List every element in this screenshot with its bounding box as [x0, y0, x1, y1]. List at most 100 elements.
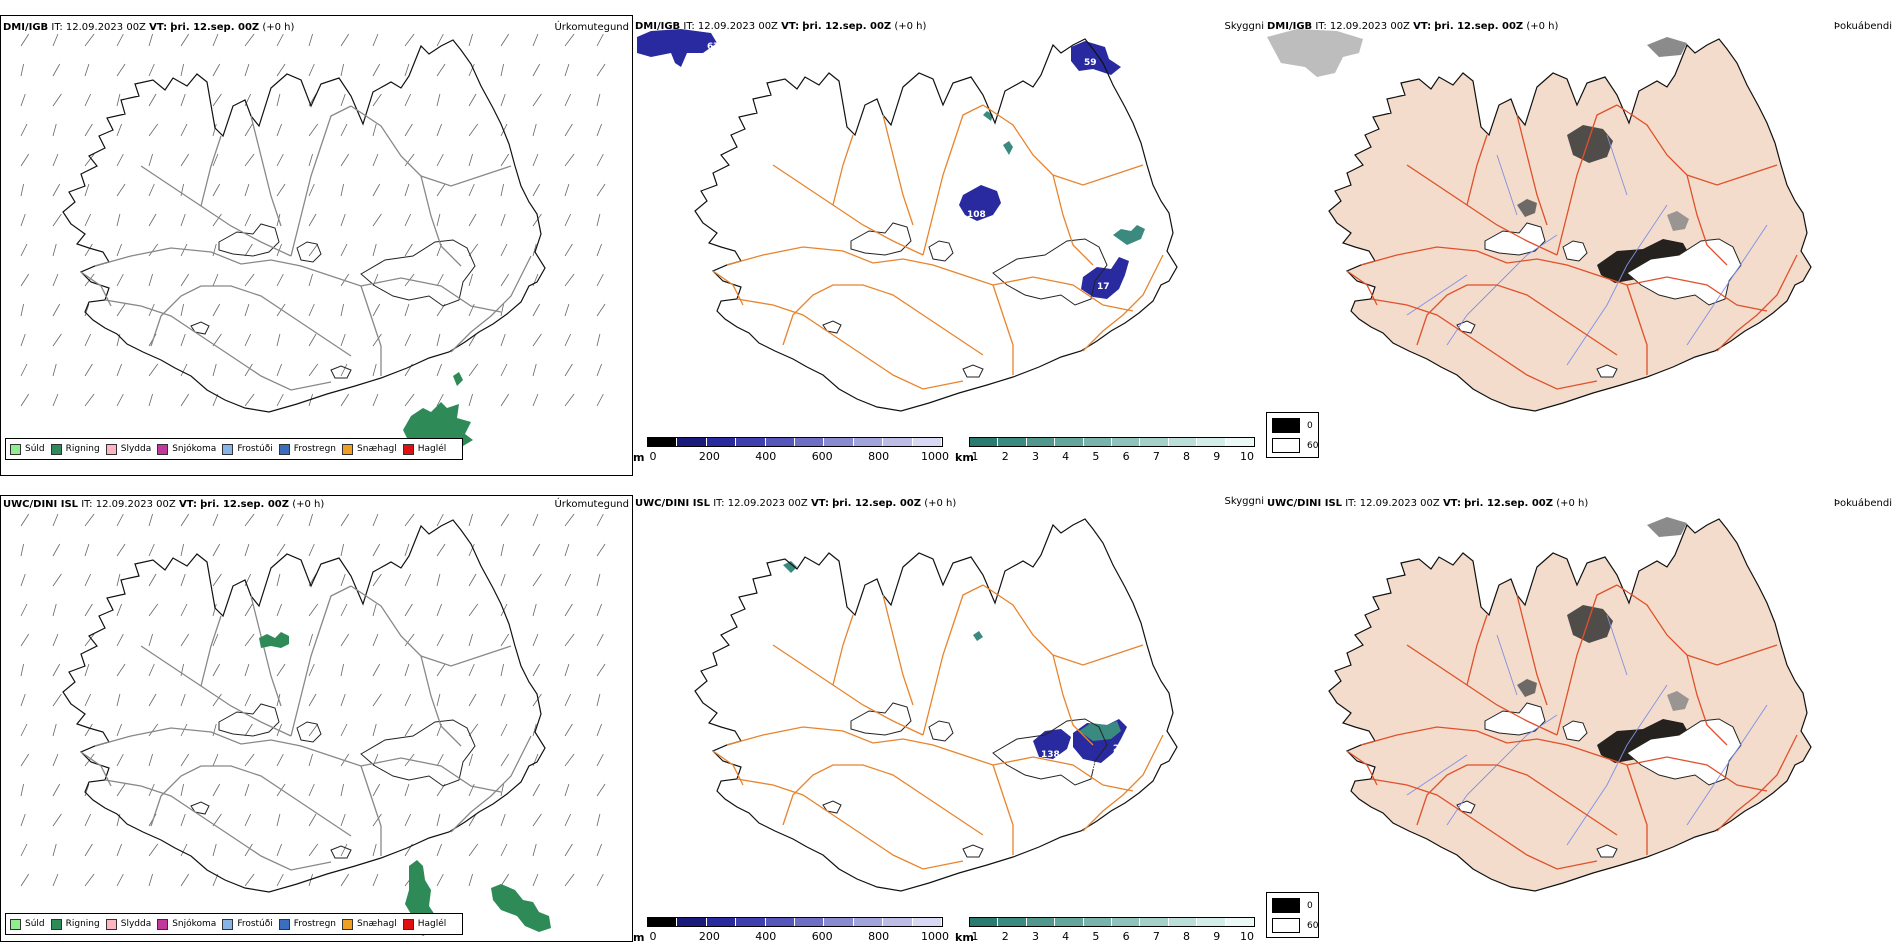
wind-barb — [372, 93, 382, 107]
legend-label: Frostregn — [293, 444, 337, 454]
wind-barb — [468, 753, 473, 767]
wind-barb — [212, 693, 222, 707]
wind-barb — [436, 633, 444, 647]
wind-barb — [180, 783, 184, 797]
legend-label: 60 — [1307, 440, 1319, 451]
wind-barb — [596, 543, 606, 557]
wind-barb — [436, 603, 442, 617]
wind-barb — [372, 783, 381, 797]
glacier-outline — [190, 321, 210, 335]
road — [1466, 614, 1488, 686]
wind-barb — [500, 783, 504, 797]
wind-barb — [372, 633, 379, 647]
colorbar-cell — [1225, 438, 1255, 446]
glacier-outline — [992, 238, 1108, 306]
colorbar-cell — [883, 918, 913, 926]
wind-barb — [116, 873, 124, 887]
wind-barb — [468, 153, 473, 167]
colorbar-cell — [1055, 438, 1084, 446]
fog-map-bottom — [1328, 517, 1812, 892]
wind-barb — [532, 393, 539, 407]
wind-barb — [340, 543, 344, 557]
wind-barb — [564, 723, 573, 737]
wind-barb — [372, 723, 377, 737]
wind-barb — [372, 243, 377, 257]
precip-legend-item: Frostregn — [278, 918, 336, 930]
wind-barb — [180, 183, 184, 197]
wind-barb — [84, 873, 95, 887]
wind-barb — [596, 693, 601, 707]
wind-barbs — [20, 513, 606, 887]
wind-barb — [468, 93, 477, 107]
wind-barb — [372, 303, 381, 317]
road — [1416, 284, 1618, 356]
wind-barb — [372, 513, 379, 527]
wind-barb — [340, 63, 344, 77]
glacier-outline — [928, 720, 954, 742]
wind-barb — [340, 573, 346, 587]
colorbar-tick: 1 — [971, 450, 979, 463]
wind-barb — [468, 573, 477, 587]
wind-barb — [116, 693, 121, 707]
colorbar-unit: m — [633, 451, 645, 464]
wind-barb — [20, 753, 30, 767]
wind-barb — [596, 633, 604, 647]
wind-barb — [244, 873, 255, 887]
wind-barb — [244, 183, 250, 197]
wind-barb — [84, 123, 93, 137]
wind-barb — [340, 783, 344, 797]
road — [140, 165, 292, 257]
wind-barb — [532, 333, 542, 347]
road-network — [80, 585, 532, 871]
cloud-legend-item: 0 — [1272, 898, 1313, 913]
teal-area-ne — [983, 111, 1145, 245]
visibility-label: 138 — [1041, 750, 1060, 760]
river — [1496, 154, 1518, 216]
wind-barb — [52, 573, 62, 587]
iceland-coast — [694, 38, 1178, 412]
wind-barb — [564, 873, 575, 887]
vt-label: VT: — [1413, 21, 1432, 32]
road-network — [712, 584, 1164, 870]
wind-barb — [212, 123, 217, 137]
wind-barb — [148, 213, 157, 227]
wind-barb — [564, 33, 575, 47]
colorbar-cell — [883, 438, 913, 446]
wind-barb — [596, 63, 606, 77]
wind-barb — [596, 273, 604, 287]
road — [94, 727, 502, 793]
wind-barb — [564, 243, 573, 257]
wind-barb — [308, 123, 319, 137]
wind-barb — [564, 303, 570, 317]
it-value: 12.09.2023 00Z — [95, 499, 176, 510]
legend-swatch — [402, 443, 414, 455]
wind-barb — [20, 213, 26, 227]
colorbar-tick: 5 — [1092, 450, 1100, 463]
wind-barb — [404, 303, 410, 317]
wind-barb — [20, 603, 28, 617]
wind-barb — [596, 93, 601, 107]
wind-barb — [84, 333, 92, 347]
wind-barb — [84, 63, 90, 77]
legend-label: 0 — [1307, 900, 1313, 911]
wind-barb — [180, 723, 188, 737]
colorbar-cell — [765, 918, 796, 926]
glacier-outline — [360, 719, 476, 787]
wind-barb — [372, 663, 381, 677]
wind-barb — [532, 783, 541, 797]
wind-barb — [52, 363, 57, 377]
cloud-legend-item: 60 — [1272, 918, 1318, 933]
wind-barb — [212, 633, 219, 647]
wind-barb — [52, 123, 57, 137]
visibility-label: 21 — [1113, 744, 1126, 754]
visibility-label: 119 — [1079, 762, 1098, 772]
it-label: IT: — [1345, 498, 1357, 509]
wind-barb — [436, 123, 442, 137]
wind-barb — [596, 333, 601, 347]
wind-barb — [532, 63, 541, 77]
it-value: 12.09.2023 00Z — [1329, 21, 1410, 32]
glacier-outlines — [822, 702, 1108, 858]
wind-barb — [180, 843, 188, 857]
fog-shade-area — [1647, 517, 1687, 537]
wind-barb — [84, 543, 90, 557]
